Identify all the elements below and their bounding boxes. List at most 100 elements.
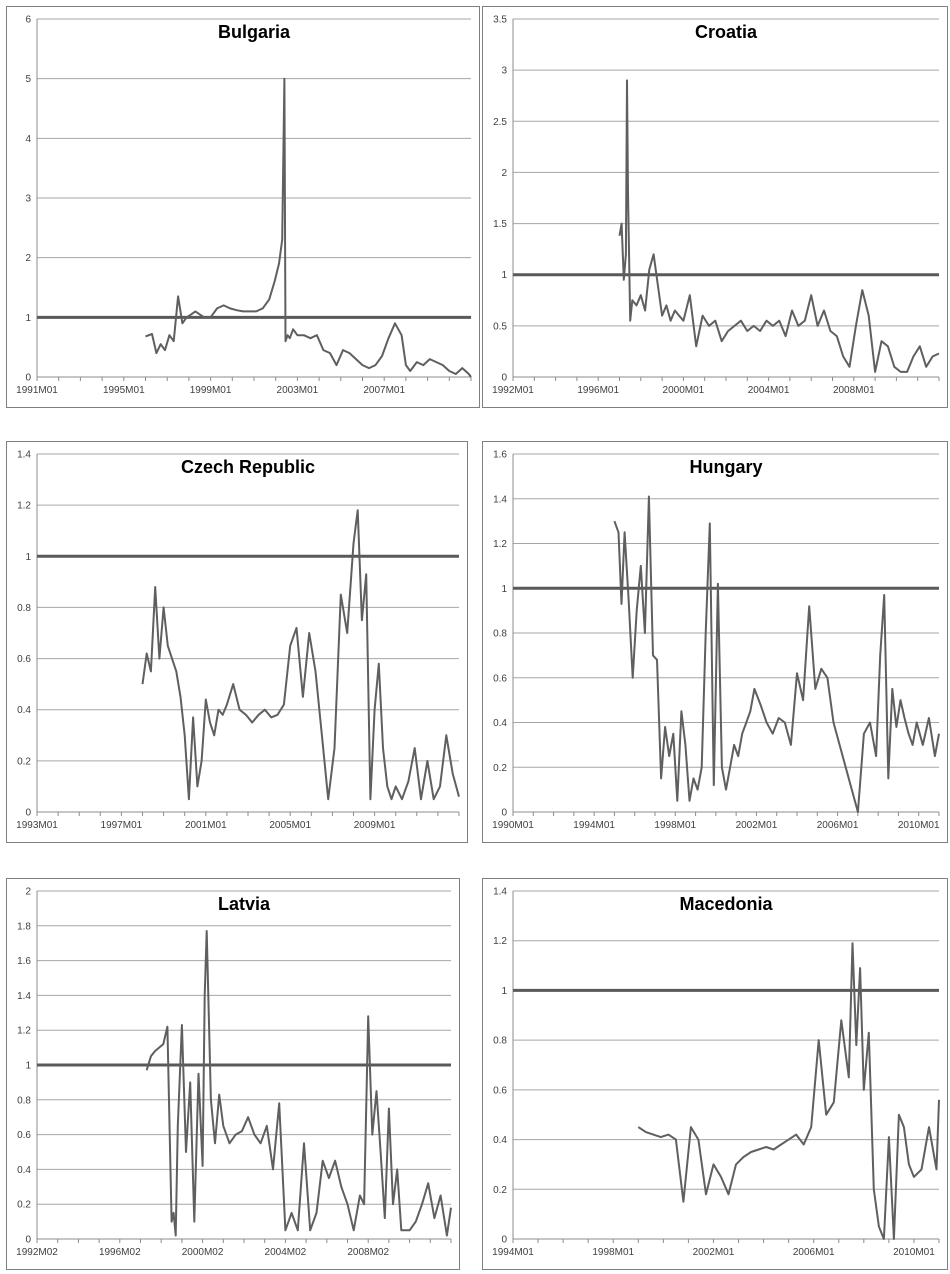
y-tick-label: 1.6 bbox=[493, 450, 507, 461]
x-tick-label: 1995M01 bbox=[103, 385, 145, 396]
y-tick-label: 0.8 bbox=[493, 629, 507, 640]
y-tick-label: 1.5 bbox=[493, 219, 507, 230]
x-tick-label: 1997M01 bbox=[101, 820, 143, 831]
chart-title: Croatia bbox=[695, 22, 758, 42]
y-tick-label: 0.6 bbox=[17, 654, 31, 665]
y-tick-label: 1.2 bbox=[493, 936, 507, 947]
y-tick-label: 1 bbox=[25, 313, 31, 324]
chart-panel-macedonia: 0 0.2 0.4 0.6 0.8 1 1.2 1.4 1994M01 1998M01 2002M0… bbox=[482, 878, 948, 1270]
chart-panel-bulgaria: 0 1 2 3 4 5 6 1991M01 1995M01 1999M01 2003M01 2007M… bbox=[6, 6, 480, 408]
x-tick-label: 1996M01 bbox=[577, 385, 619, 396]
y-tick-label: 0.6 bbox=[17, 1130, 31, 1141]
y-tick-label: 5 bbox=[25, 74, 31, 85]
y-tick-label: 0 bbox=[25, 373, 31, 384]
x-tick-label: 2010M01 bbox=[893, 1247, 935, 1258]
x-tick-label: 1990M01 bbox=[492, 820, 534, 831]
chart-title: Latvia bbox=[218, 894, 271, 914]
y-tick-label: 1 bbox=[25, 1061, 31, 1072]
series-line bbox=[145, 77, 472, 378]
y-tick-label: 2 bbox=[25, 253, 31, 264]
chart-panel-latvia: 0 0.2 0.4 0.6 0.8 1 1.2 1.4 1.6 1.8 2 1992M02 1996M0… bbox=[6, 878, 460, 1270]
y-tick-label: 0.4 bbox=[493, 1135, 507, 1146]
y-tick-label: 1.2 bbox=[17, 501, 31, 512]
y-tick-label: 2 bbox=[501, 168, 507, 179]
x-tick-label: 2002M01 bbox=[736, 820, 778, 831]
y-tick-label: 0.8 bbox=[17, 1095, 31, 1106]
y-tick-label: 1.4 bbox=[493, 887, 507, 898]
chart-panel-czech-republic: 0 0.2 0.4 0.6 0.8 1 1.2 1.4 1993M01 1997M01 2001M0… bbox=[6, 441, 468, 843]
y-tick-label: 1.8 bbox=[17, 921, 31, 932]
y-tick-label: 3.5 bbox=[493, 15, 507, 26]
x-tick-label: 2009M01 bbox=[354, 820, 396, 831]
x-tick-label: 2008M02 bbox=[347, 1247, 389, 1258]
x-tick-label: 1996M02 bbox=[99, 1247, 141, 1258]
x-tick-label: 2007M01 bbox=[363, 385, 405, 396]
chart-panel-croatia: 0 0.5 1 1.5 2 2.5 3 3.5 1992M01 1996M01 2000M01 200… bbox=[482, 6, 948, 408]
x-tick-label: 1994M01 bbox=[492, 1247, 534, 1258]
y-tick-label: 1.4 bbox=[493, 494, 507, 505]
y-tick-label: 0 bbox=[501, 1235, 507, 1246]
x-tick-label: 1998M01 bbox=[592, 1247, 634, 1258]
x-tick-label: 2001M01 bbox=[185, 820, 227, 831]
x-tick-label: 2000M02 bbox=[182, 1247, 224, 1258]
x-tick-label: 2006M01 bbox=[793, 1247, 835, 1258]
chart-title: Macedonia bbox=[679, 894, 773, 914]
x-tick-label: 1999M01 bbox=[190, 385, 232, 396]
y-tick-label: 1 bbox=[501, 270, 507, 281]
x-tick-label: 1992M02 bbox=[16, 1247, 58, 1258]
chart-svg: 0 0.2 0.4 0.6 0.8 1 1.2 1.4 1994M01 1998M01 2002M0… bbox=[492, 887, 940, 1258]
series-line bbox=[141, 509, 460, 801]
chart-svg: 0 0.2 0.4 0.6 0.8 1 1.2 1.4 1.6 1.8 2 1992M02 1996M0… bbox=[16, 887, 452, 1258]
y-tick-label: 3 bbox=[25, 194, 31, 205]
y-tick-label: 2 bbox=[25, 887, 31, 898]
y-tick-label: 0.2 bbox=[493, 763, 507, 774]
chart-svg: 0 0.5 1 1.5 2 2.5 3 3.5 1992M01 1996M01 2000M01 200… bbox=[492, 15, 940, 396]
y-tick-label: 0.2 bbox=[17, 756, 31, 767]
x-tick-label: 1992M01 bbox=[492, 385, 534, 396]
y-tick-label: 0.4 bbox=[493, 718, 507, 729]
chart-panel-hungary: 0 0.2 0.4 0.6 0.8 1 1.2 1.4 1.6 1990M01 1994M01 199… bbox=[482, 441, 948, 843]
y-tick-label: 0.6 bbox=[493, 673, 507, 684]
y-tick-label: 1.6 bbox=[17, 956, 31, 967]
y-tick-label: 1 bbox=[501, 986, 507, 997]
y-tick-label: 4 bbox=[25, 134, 31, 145]
y-tick-label: 0.5 bbox=[493, 321, 507, 332]
y-tick-label: 0 bbox=[501, 808, 507, 819]
x-tick-label: 2002M01 bbox=[693, 1247, 735, 1258]
x-tick-label: 2008M01 bbox=[833, 385, 875, 396]
y-tick-label: 0.4 bbox=[17, 1165, 31, 1176]
x-tick-label: 1993M01 bbox=[16, 820, 58, 831]
y-tick-label: 0.8 bbox=[17, 603, 31, 614]
y-tick-label: 1.4 bbox=[17, 450, 31, 461]
y-tick-label: 1 bbox=[25, 552, 31, 563]
y-tick-label: 0 bbox=[25, 1235, 31, 1246]
y-tick-label: 0.8 bbox=[493, 1036, 507, 1047]
y-tick-label: 1.2 bbox=[493, 539, 507, 550]
x-tick-label: 1991M01 bbox=[16, 385, 58, 396]
chart-svg: 0 0.2 0.4 0.6 0.8 1 1.2 1.4 1.6 1990M01 1994M01 199… bbox=[492, 450, 940, 832]
y-tick-label: 0.6 bbox=[493, 1085, 507, 1096]
y-tick-label: 0 bbox=[25, 808, 31, 819]
x-tick-label: 2006M01 bbox=[817, 820, 859, 831]
y-tick-label: 1.2 bbox=[17, 1026, 31, 1037]
x-tick-label: 2010M01 bbox=[898, 820, 940, 831]
series-line bbox=[145, 930, 452, 1237]
x-tick-label: 1998M01 bbox=[654, 820, 696, 831]
y-tick-label: 0.2 bbox=[493, 1185, 507, 1196]
chart-title: Bulgaria bbox=[218, 22, 291, 42]
series-line bbox=[637, 942, 940, 1240]
y-tick-label: 3 bbox=[501, 66, 507, 77]
chart-title: Hungary bbox=[689, 457, 762, 477]
x-tick-label: 2000M01 bbox=[663, 385, 705, 396]
x-tick-label: 2004M01 bbox=[748, 385, 790, 396]
y-tick-label: 0.2 bbox=[17, 1200, 31, 1211]
series-line bbox=[613, 495, 940, 813]
chart-svg: 0 1 2 3 4 5 6 1991M01 1995M01 1999M01 2003M01 2007M… bbox=[16, 15, 472, 396]
y-tick-label: 6 bbox=[25, 15, 31, 26]
y-tick-label: 1.4 bbox=[17, 991, 31, 1002]
series-line bbox=[618, 79, 940, 373]
y-tick-label: 0.4 bbox=[17, 705, 31, 716]
x-tick-label: 1994M01 bbox=[573, 820, 615, 831]
y-tick-label: 0 bbox=[501, 373, 507, 384]
chart-svg: 0 0.2 0.4 0.6 0.8 1 1.2 1.4 1993M01 1997M01 2001M0… bbox=[16, 450, 460, 831]
